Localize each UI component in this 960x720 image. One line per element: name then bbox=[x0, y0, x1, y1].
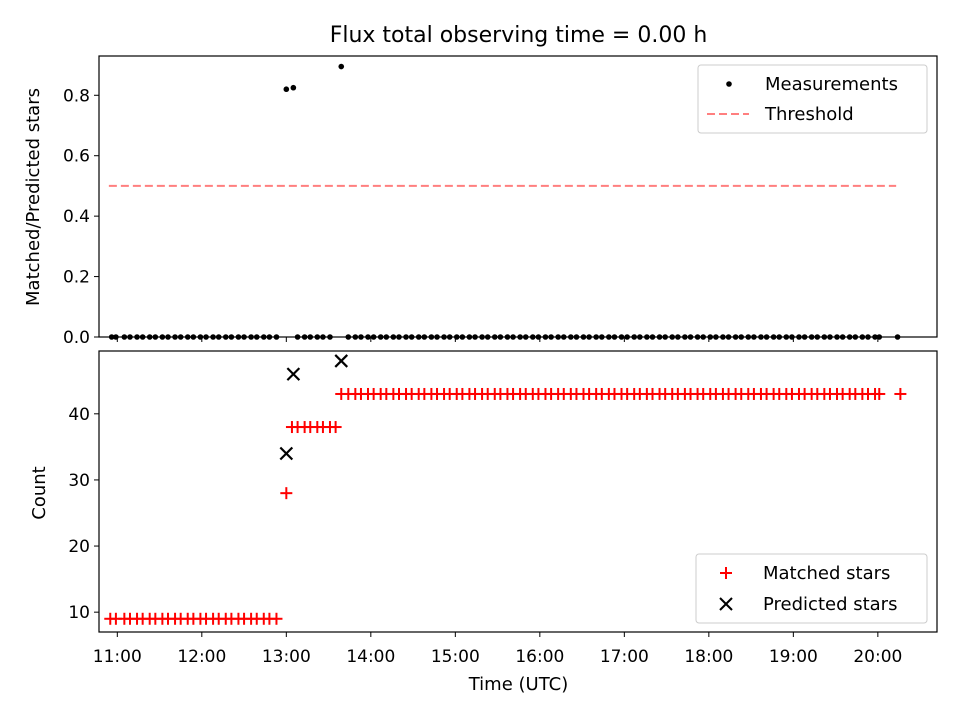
matched-star-point bbox=[329, 421, 342, 434]
measurement-point bbox=[283, 86, 290, 93]
bottom-y-tick-label: 40 bbox=[68, 405, 90, 425]
top-axes-frame bbox=[98, 55, 938, 338]
top-legend-box bbox=[697, 64, 928, 134]
top-y-tick-label: 0.0 bbox=[63, 328, 90, 348]
bottom-x-ticks: 11:00 12:00 13:00 14:00 15:00 16:00 17:00 18:00… bbox=[93, 632, 902, 667]
bottom-plot-area bbox=[104, 354, 907, 625]
top-y-tick-label: 0.8 bbox=[63, 86, 90, 106]
legend-predicted-label: Predicted stars bbox=[763, 594, 897, 615]
bottom-y-tick-label: 10 bbox=[68, 603, 90, 623]
legend-matched-label: Matched stars bbox=[763, 563, 890, 584]
predicted-star-point bbox=[334, 354, 349, 368]
top-y-tick-label: 0.2 bbox=[63, 268, 90, 288]
predicted-star-point bbox=[279, 446, 294, 461]
legend-predicted-marker bbox=[719, 597, 733, 611]
bottom-y-axis-label: Count bbox=[29, 466, 50, 519]
bottom-x-tick-label: 11:00 bbox=[93, 647, 142, 667]
measurement-point bbox=[290, 84, 297, 91]
bottom-axes-frame bbox=[98, 350, 938, 633]
bottom-y-tick-label: 30 bbox=[68, 471, 90, 491]
bottom-legend: Matched stars Predicted stars bbox=[695, 553, 928, 624]
top-x-ticks bbox=[116, 337, 879, 342]
top-y-axis-label: Matched/Predicted stars bbox=[23, 88, 44, 306]
bottom-x-tick-label: 12:00 bbox=[177, 647, 226, 667]
chart-title: Flux total observing time = 0.00 h bbox=[330, 23, 708, 48]
top-y-ticks: 0.0 0.2 0.4 0.6 0.8 bbox=[63, 86, 99, 348]
top-legend: Measurements Threshold bbox=[697, 64, 928, 134]
bottom-y-ticks: 10 20 30 40 bbox=[68, 405, 99, 623]
bottom-x-tick-label: 16:00 bbox=[515, 647, 564, 667]
legend-threshold-label: Threshold bbox=[764, 104, 854, 125]
matched-star-point bbox=[270, 612, 283, 625]
bottom-x-tick-label: 18:00 bbox=[684, 647, 733, 667]
bottom-x-tick-label: 17:00 bbox=[600, 647, 649, 667]
legend-measurements-marker bbox=[726, 81, 732, 87]
bottom-x-tick-label: 19:00 bbox=[769, 647, 818, 667]
bottom-y-tick-label: 20 bbox=[68, 537, 90, 557]
predicted-star-point bbox=[286, 367, 301, 381]
x-axis-label: Time (UTC) bbox=[468, 674, 569, 695]
top-axes: 0.00.20.40.60.8 Matched/Predicted stars … bbox=[23, 55, 938, 348]
matched-star-point bbox=[894, 387, 907, 400]
bottom-x-tick-label: 15:00 bbox=[431, 647, 480, 667]
bottom-legend-box bbox=[695, 553, 928, 624]
matched-star-point bbox=[873, 387, 886, 400]
legend-measurements-label: Measurements bbox=[765, 74, 898, 95]
bottom-x-tick-label: 20:00 bbox=[853, 647, 902, 667]
top-y-tick-label: 0.4 bbox=[63, 207, 90, 227]
bottom-x-tick-label: 14:00 bbox=[346, 647, 395, 667]
matched-star-point bbox=[280, 487, 293, 500]
top-y-tick-label: 0.6 bbox=[63, 147, 90, 167]
measurement-point bbox=[338, 63, 345, 70]
legend-matched-marker bbox=[720, 567, 732, 579]
bottom-x-tick-label: 13:00 bbox=[262, 647, 311, 667]
